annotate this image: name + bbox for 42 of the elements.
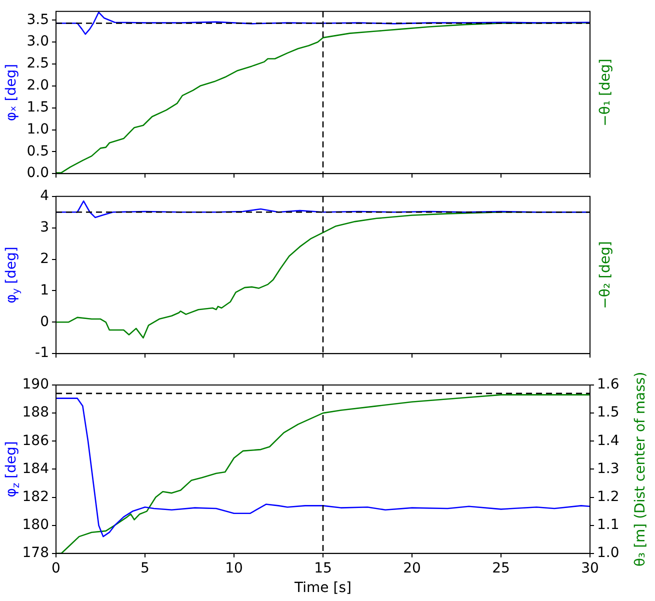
y-axis-title: φy [deg]: [4, 246, 22, 304]
y-tick-label: 0.5: [26, 143, 49, 160]
y-tick-label: 2.5: [26, 56, 49, 72]
x-axis-title: Time [s]: [294, 580, 352, 596]
y-tick-label: 180: [22, 516, 49, 533]
y-tick-label: 188: [22, 404, 49, 421]
y-tick-label: -1: [35, 345, 49, 362]
y-tick-label: 178: [22, 545, 49, 562]
x-tick-label: 20: [403, 560, 421, 576]
x-tick-label: 10: [225, 560, 243, 576]
y2-tick-label: 1.2: [597, 488, 620, 505]
x-tick-label: 5: [140, 560, 150, 576]
y-tick-label: 2: [40, 250, 49, 267]
y-tick-label: 0.0: [26, 165, 49, 182]
y-tick-label: 1.5: [26, 99, 49, 116]
y-tick-label: 3.0: [26, 34, 49, 50]
y-tick-label: 182: [22, 488, 49, 505]
y-axis-title: φₓ [deg]: [4, 64, 20, 122]
x-tick-label: 25: [492, 560, 510, 576]
y-tick-label: 184: [22, 460, 50, 477]
x-tick-label: 0: [52, 560, 60, 576]
y2-axis-title: −θ₁ [deg]: [598, 58, 614, 126]
y2-tick-label: 1.6: [597, 376, 620, 393]
y-tick-label: 186: [22, 432, 50, 449]
y-tick-label: 0: [40, 314, 49, 330]
y2-tick-label: 1.4: [597, 432, 620, 449]
y-tick-label: 3: [40, 219, 49, 236]
y2-tick-label: 1.1: [597, 516, 620, 533]
y-tick-label: 1.0: [26, 121, 49, 138]
y-tick-label: 4: [40, 188, 50, 204]
y2-tick-label: 1.3: [597, 460, 620, 477]
y-tick-label: 1: [40, 282, 49, 298]
y2-tick-label: 1.0: [597, 545, 620, 562]
y-tick-label: 2.0: [26, 78, 49, 94]
x-tick-label: 15: [314, 560, 332, 576]
x-tick-label: 30: [581, 560, 599, 576]
y-tick-label: 190: [22, 376, 49, 393]
y2-axis-title: −θ₂ [deg]: [598, 241, 614, 309]
y-tick-label: 3.5: [26, 12, 49, 28]
y2-tick-label: 1.5: [597, 404, 620, 421]
y2-axis-title: θ₃ [m] (Dist center of mass): [632, 372, 649, 567]
y-axis-title: φz [deg]: [4, 441, 22, 498]
